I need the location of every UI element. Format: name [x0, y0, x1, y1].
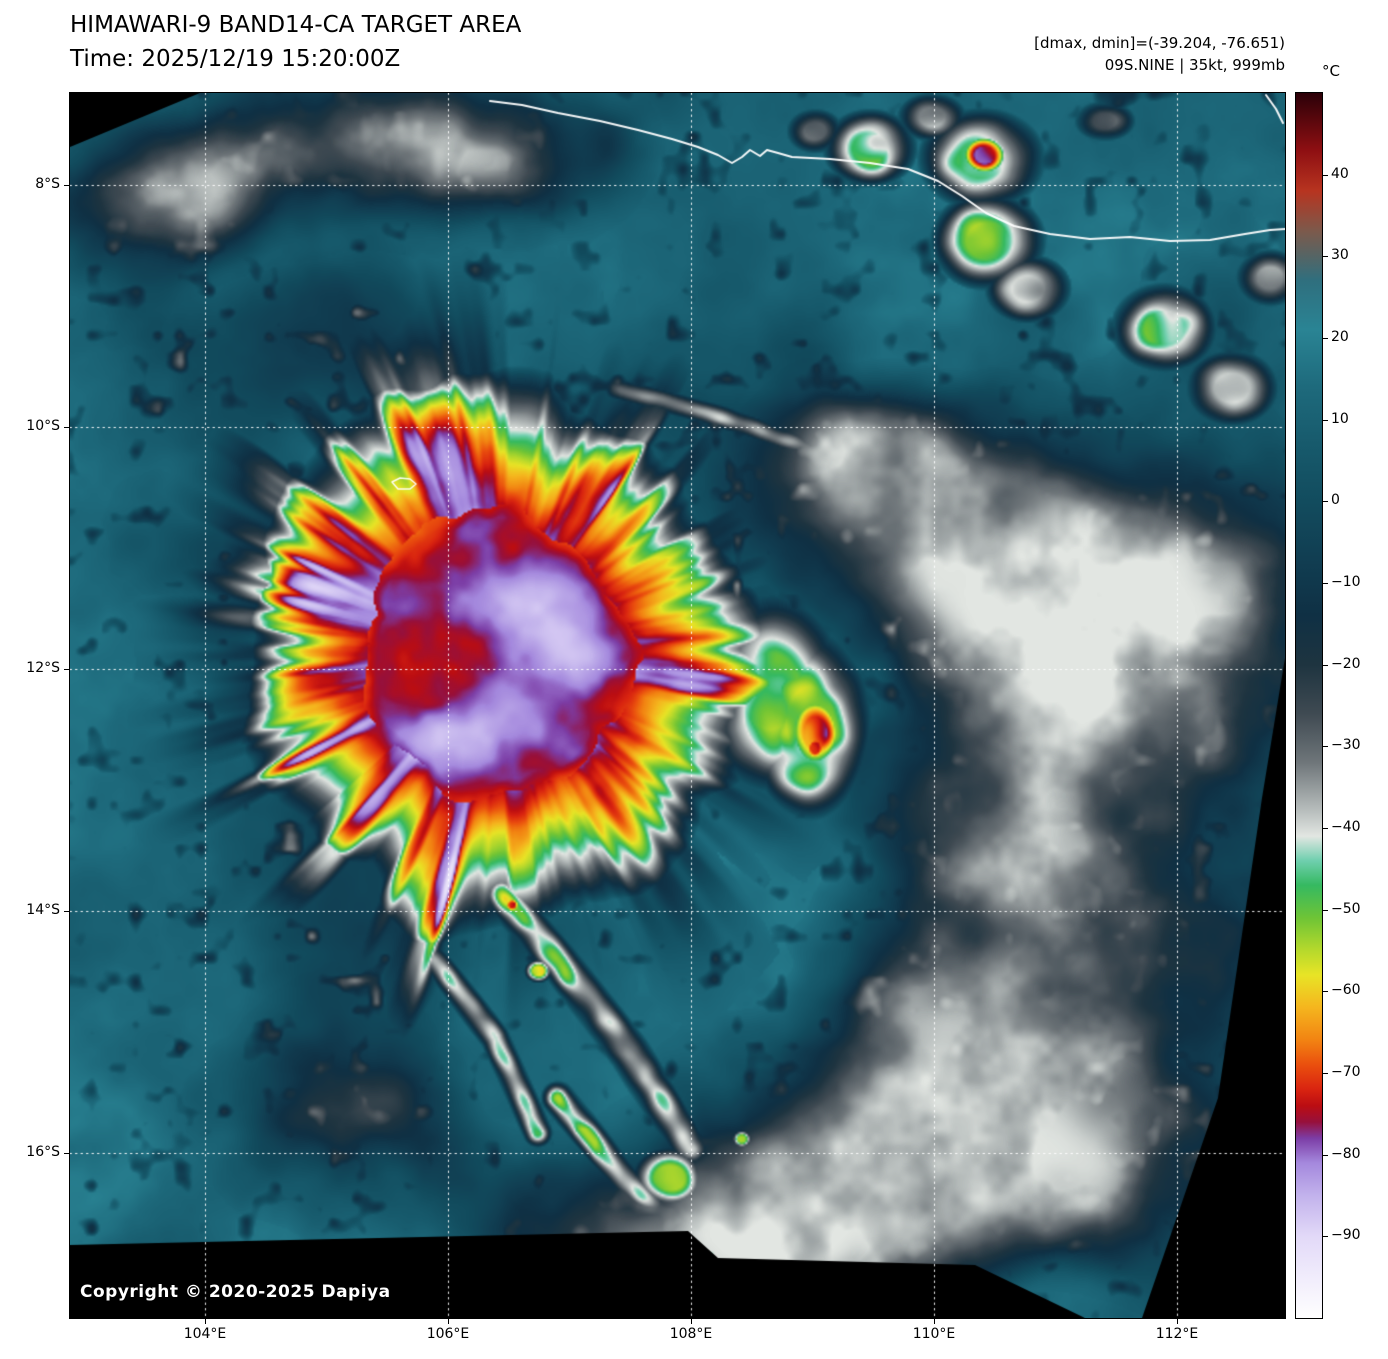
tick-mark — [1323, 256, 1328, 257]
tick-mark — [1323, 1073, 1328, 1074]
page-title: HIMAWARI-9 BAND14-CA TARGET AREA — [70, 12, 522, 38]
y-tick-label: 10°S — [26, 418, 60, 434]
colorbar-tick-label: 30 — [1331, 247, 1349, 264]
timestamp: Time: 2025/12/19 15:20:00Z — [70, 46, 401, 72]
map-plot-area: Copyright © 2020-2025 Dapiya — [69, 92, 1286, 1319]
colorbar-tick-label: −20 — [1331, 655, 1361, 672]
colorbar-unit-label: °C — [1322, 62, 1340, 80]
tick-mark — [1323, 665, 1328, 666]
tick-mark — [64, 185, 69, 186]
x-tick-label: 112°E — [1155, 1326, 1199, 1342]
tick-mark — [691, 1319, 692, 1324]
tick-mark — [1323, 991, 1328, 992]
tick-mark — [1323, 420, 1328, 421]
tick-mark — [934, 1319, 935, 1324]
tick-mark — [1323, 1155, 1328, 1156]
y-tick-label: 14°S — [26, 902, 60, 918]
x-tick-label: 104°E — [183, 1326, 227, 1342]
x-tick-label: 110°E — [912, 1326, 956, 1342]
tick-mark — [1323, 910, 1328, 911]
colorbar-tick-label: −70 — [1331, 1064, 1361, 1080]
colorbar-tick-label: −60 — [1331, 982, 1361, 999]
x-tick-label: 106°E — [426, 1326, 470, 1342]
copyright-text: Copyright © 2020-2025 Dapiya — [80, 1282, 391, 1302]
tick-mark — [1323, 1236, 1328, 1237]
tick-mark — [64, 1153, 69, 1154]
tick-mark — [64, 911, 69, 912]
tick-mark — [205, 1319, 206, 1324]
colorbar-tick-label: 20 — [1331, 329, 1349, 345]
tick-mark — [448, 1319, 449, 1324]
colorbar-tick-label: 0 — [1331, 492, 1340, 509]
tick-mark — [1323, 746, 1328, 747]
y-tick-label: 12°S — [26, 660, 60, 676]
tick-mark — [64, 427, 69, 428]
colorbar-tick-label: −90 — [1331, 1227, 1361, 1244]
colorbar-tick-label: 40 — [1331, 165, 1349, 182]
colorbar-tick-label: −50 — [1331, 900, 1361, 917]
x-tick-label: 108°E — [669, 1326, 713, 1342]
colorbar-tick-label: −80 — [1331, 1145, 1361, 1162]
dmax-dmin-annotation: [dmax, dmin]=(-39.204, -76.651) — [1034, 34, 1285, 52]
y-tick-label: 8°S — [35, 176, 60, 192]
tick-mark — [1323, 338, 1328, 339]
temperature-colorbar — [1295, 92, 1323, 1319]
colorbar-tick-label: −10 — [1331, 574, 1361, 590]
tick-mark — [1323, 828, 1328, 829]
y-tick-label: 16°S — [26, 1144, 60, 1160]
colorbar-tick-label: −40 — [1331, 819, 1361, 835]
tick-mark — [1323, 175, 1328, 176]
tick-mark — [64, 669, 69, 670]
tick-mark — [1323, 501, 1328, 502]
colorbar-tick-label: 10 — [1331, 410, 1349, 427]
satellite-image-canvas — [70, 93, 1285, 1318]
tick-mark — [1177, 1319, 1178, 1324]
tick-mark — [1323, 583, 1328, 584]
storm-info-annotation: 09S.NINE | 35kt, 999mb — [1104, 56, 1285, 74]
colorbar-tick-label: −30 — [1331, 737, 1361, 754]
